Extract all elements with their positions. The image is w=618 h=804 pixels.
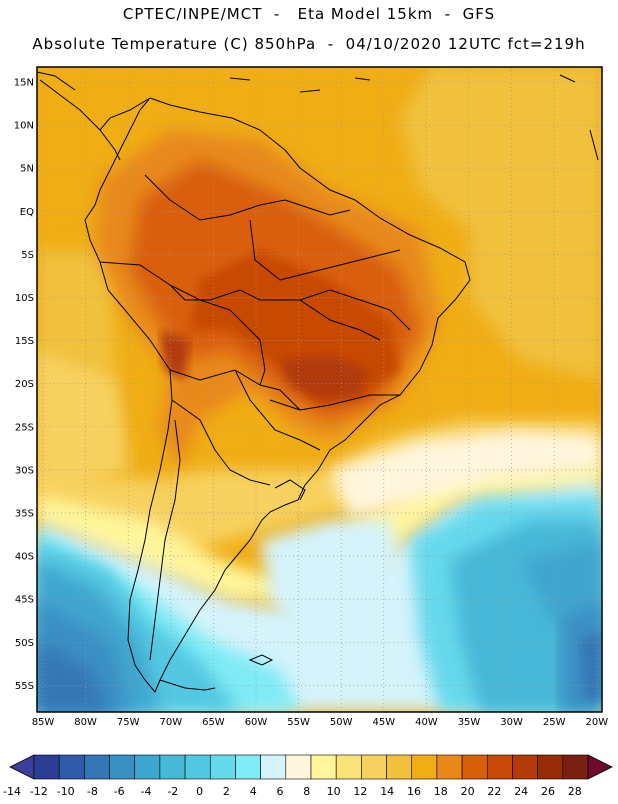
lon-label: 80W	[74, 717, 97, 728]
lon-label: 20W	[585, 717, 608, 728]
colorbar-swatch	[260, 754, 287, 780]
longitude-labels: 85W 80W 75W 70W 65W 60W 55W 50W 45W 40W 35W 30W 25W 2…	[32, 717, 609, 728]
colorbar-label: 14	[380, 785, 394, 798]
colorbar-swatch	[411, 754, 438, 780]
lon-label: 35W	[458, 717, 481, 728]
colorbar-label: 2	[223, 785, 230, 798]
lat-label: 10N	[14, 121, 34, 132]
colorbar-swatch	[159, 754, 186, 780]
colorbar-swatch	[285, 754, 312, 780]
temperature-field	[37, 67, 602, 712]
lon-label: 50W	[330, 717, 353, 728]
lat-label: 15N	[14, 78, 34, 89]
colorbar-swatch	[209, 754, 236, 780]
latitude-labels: 15N 10N 5N EQ 5S 10S 15S 20S 25S 30S 35S 40S 45S 50S 5…	[14, 78, 34, 692]
colorbar-label: 4	[250, 785, 257, 798]
lon-label: 60W	[245, 717, 268, 728]
lon-label: 85W	[32, 717, 55, 728]
colorbar-swatch	[461, 754, 488, 780]
lon-label: 65W	[202, 717, 225, 728]
colorbar-label: 28	[568, 785, 582, 798]
lat-label: 50S	[15, 638, 34, 649]
colorbar-swatch	[33, 754, 60, 780]
title-line-2: Absolute Temperature (C) 850hPa - 04/10/…	[32, 35, 586, 53]
lon-label: 55W	[287, 717, 310, 728]
lon-label: 70W	[159, 717, 182, 728]
colorbar-swatch	[235, 754, 261, 780]
lat-label: 40S	[15, 552, 34, 563]
map-frame	[36, 66, 603, 713]
colorbar-high-arrow	[587, 754, 613, 780]
colorbar-label: -10	[57, 785, 75, 798]
colorbar-swatch	[512, 754, 538, 780]
colorbar-swatch	[486, 754, 513, 780]
lon-label: 45W	[372, 717, 395, 728]
lat-label: EQ	[20, 207, 34, 218]
lon-label: 75W	[117, 717, 140, 728]
colorbar-swatch	[109, 754, 136, 780]
lat-label: 55S	[15, 681, 34, 692]
colorbar-label: 20	[461, 785, 475, 798]
lat-label: 25S	[15, 422, 34, 433]
lat-label: 30S	[15, 465, 34, 476]
colorbar-label: 22	[487, 785, 501, 798]
colorbar-swatch	[386, 754, 413, 780]
colorbar-label: 24	[514, 785, 528, 798]
colorbar-swatch	[310, 754, 337, 780]
lat-label: 10S	[15, 293, 34, 304]
coastlines	[37, 71, 599, 693]
colorbar-swatch	[84, 754, 110, 780]
lat-label: 5N	[20, 164, 34, 175]
colorbar-swatch	[361, 754, 387, 780]
colorbar-label: 16	[407, 785, 421, 798]
colorbar-label: 26	[541, 785, 555, 798]
lat-label: 15S	[15, 336, 34, 347]
colorbar-swatch	[134, 754, 161, 780]
colorbar-label: 10	[327, 785, 341, 798]
colorbar-label: -2	[167, 785, 178, 798]
lon-label: 25W	[543, 717, 566, 728]
colorbar-label: -4	[141, 785, 152, 798]
colorbar-swatch	[562, 754, 589, 780]
lat-label: 45S	[15, 595, 34, 606]
colorbar: -14 -12 -10 -8 -6 -4 -2 0 2 4 6 8 10 12 14 16 18 20 22 24 26…	[3, 754, 613, 798]
colorbar-label: 8	[303, 785, 310, 798]
lat-label: 5S	[21, 250, 34, 261]
colorbar-label: 6	[277, 785, 284, 798]
colorbar-label: 12	[353, 785, 367, 798]
colorbar-swatch	[58, 754, 85, 780]
colorbar-swatch	[436, 754, 463, 780]
colorbar-swatch	[335, 754, 362, 780]
colorbar-label: -12	[30, 785, 48, 798]
colorbar-swatch	[184, 754, 211, 780]
lon-label: 30W	[500, 717, 523, 728]
colorbar-low-arrow	[9, 754, 35, 780]
colorbar-label: 18	[434, 785, 448, 798]
lat-label: 35S	[15, 509, 34, 520]
colorbar-label: -14	[3, 785, 21, 798]
colorbar-swatch	[537, 754, 564, 780]
colorbar-label: 0	[196, 785, 203, 798]
colorbar-label: -6	[114, 785, 125, 798]
colorbar-label: -8	[87, 785, 98, 798]
lat-label: 20S	[15, 379, 34, 390]
lon-label: 40W	[415, 717, 438, 728]
title-line-1: CPTEC/INPE/MCT - Eta Model 15km - GFS	[122, 5, 496, 23]
